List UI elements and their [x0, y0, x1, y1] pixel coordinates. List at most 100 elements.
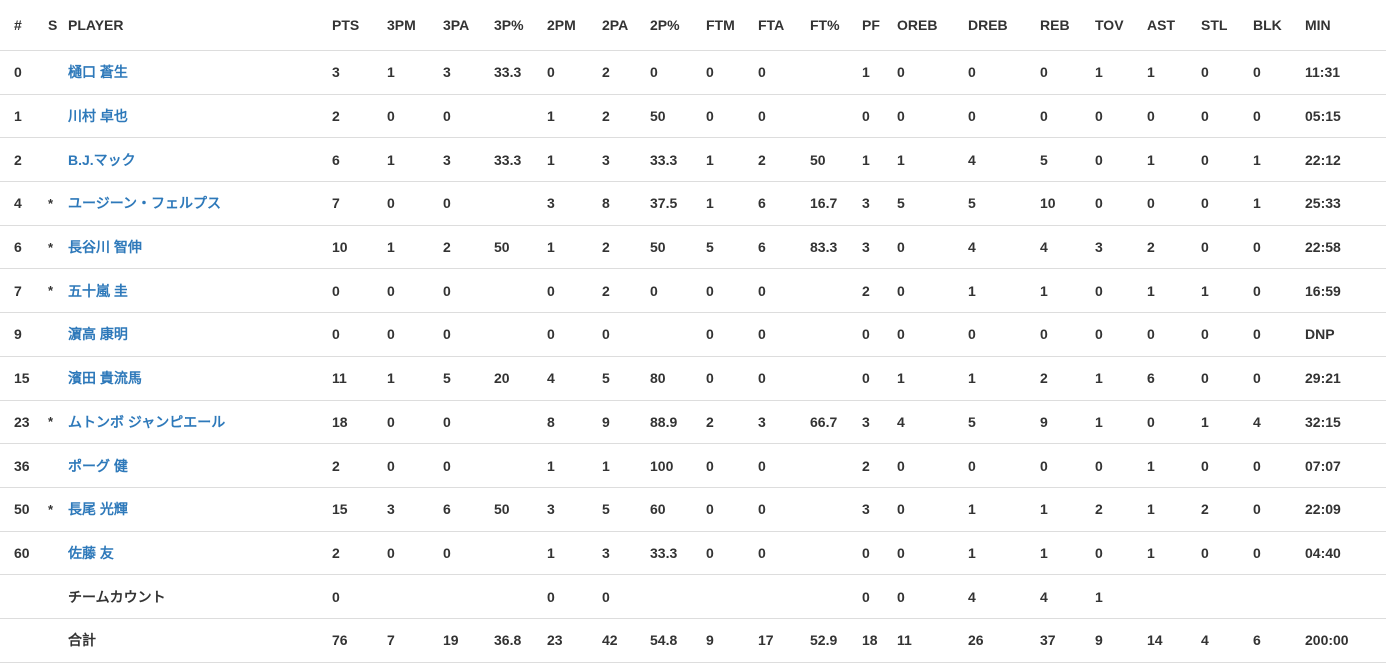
player-name-link[interactable]: 濱田 貴流馬	[68, 370, 142, 387]
cell-pts: 2	[332, 94, 387, 139]
cell-3ppct	[494, 312, 547, 357]
player-name-link[interactable]: ムトンボ ジャンピエール	[68, 413, 226, 430]
cell-ftm: 1	[706, 137, 758, 183]
cell-min: 11:31	[1305, 50, 1386, 95]
cell-tov: 0	[1095, 137, 1147, 183]
cell-stl: 0	[1201, 443, 1253, 488]
cell-starter-flag	[48, 356, 68, 401]
column-header-ftpct: FT%	[810, 0, 862, 51]
player-name-link[interactable]: 長尾 光輝	[68, 501, 128, 518]
player-name-link[interactable]: 樋口 蒼生	[68, 64, 128, 81]
cell-oreb: 0	[897, 312, 968, 357]
cell-stl: 0	[1201, 94, 1253, 139]
cell-blk: 0	[1253, 487, 1305, 532]
cell-2pm: 0	[547, 574, 602, 619]
player-name-link[interactable]: 長谷川 智伸	[68, 239, 142, 256]
cell-ast: 6	[1147, 356, 1201, 401]
player-name-link[interactable]: 川村 卓也	[68, 108, 128, 125]
cell-starter-flag: *	[48, 487, 68, 532]
column-header-2pm: 2PM	[547, 0, 602, 51]
table-row: 9 濵高 康明 0 0 0 0 0 0 0 0 0 0 0 0 0 0 0 DNP	[0, 312, 1386, 357]
cell-jersey-number: 6	[0, 225, 48, 270]
cell-stl: 1	[1201, 268, 1253, 314]
cell-fta	[758, 574, 810, 619]
cell-jersey-number: 15	[0, 356, 48, 401]
cell-3pm: 0	[387, 268, 443, 314]
cell-pf: 3	[862, 400, 897, 445]
cell-2ppct: 50	[650, 225, 706, 270]
cell-player: ユージーン・フェルプス	[68, 181, 332, 226]
cell-3ppct: 36.8	[494, 618, 547, 663]
cell-3pa	[443, 574, 494, 619]
cell-ftpct	[810, 94, 862, 139]
cell-pf: 3	[862, 487, 897, 532]
cell-ftm: 9	[706, 618, 758, 663]
cell-reb: 0	[1040, 50, 1095, 95]
cell-fta: 0	[758, 487, 810, 532]
player-name-link[interactable]: 佐藤 友	[68, 544, 114, 561]
player-name-link[interactable]: B.J.マック	[68, 151, 136, 168]
cell-2pm: 23	[547, 618, 602, 663]
cell-3ppct	[494, 443, 547, 488]
player-name-link[interactable]: 五十嵐 圭	[68, 282, 128, 299]
cell-pf: 2	[862, 268, 897, 314]
cell-3pa: 5	[443, 356, 494, 401]
cell-ast: 1	[1147, 443, 1201, 488]
player-name-link[interactable]: ユージーン・フェルプス	[68, 195, 222, 212]
cell-2pa: 1	[602, 443, 650, 488]
cell-reb: 1	[1040, 531, 1095, 576]
cell-3pa: 0	[443, 94, 494, 139]
cell-fta: 3	[758, 400, 810, 445]
cell-2pa: 42	[602, 618, 650, 663]
cell-min: 04:40	[1305, 531, 1386, 576]
player-name-link[interactable]: ポーグ 健	[68, 457, 128, 474]
cell-ast: 0	[1147, 94, 1201, 139]
cell-3ppct	[494, 268, 547, 314]
cell-2ppct	[650, 574, 706, 619]
cell-jersey-number: 9	[0, 312, 48, 357]
table-row: 7 * 五十嵐 圭 0 0 0 0 2 0 0 0 2 0 1 1 0 1 1 0 16:59	[0, 268, 1386, 314]
cell-2pa: 3	[602, 531, 650, 576]
cell-starter-flag: *	[48, 268, 68, 314]
column-header-3ppct: 3P%	[494, 0, 547, 51]
column-header-s: S	[48, 0, 68, 51]
cell-2ppct: 100	[650, 443, 706, 488]
cell-fta: 0	[758, 312, 810, 357]
cell-fta: 0	[758, 531, 810, 576]
cell-min: 07:07	[1305, 443, 1386, 488]
cell-2pm: 1	[547, 531, 602, 576]
cell-jersey-number: 7	[0, 268, 48, 314]
cell-player: ポーグ 健	[68, 443, 332, 488]
cell-jersey-number: 1	[0, 94, 48, 139]
cell-3pa: 3	[443, 50, 494, 95]
cell-stl: 0	[1201, 50, 1253, 95]
cell-reb: 0	[1040, 94, 1095, 139]
cell-tov: 0	[1095, 443, 1147, 488]
cell-3pm: 1	[387, 50, 443, 95]
cell-ftm: 2	[706, 400, 758, 445]
cell-min: 22:12	[1305, 137, 1386, 183]
column-header-3pa: 3PA	[443, 0, 494, 51]
cell-pf: 0	[862, 356, 897, 401]
column-header-reb: REB	[1040, 0, 1095, 51]
cell-pf: 0	[862, 574, 897, 619]
cell-tov: 1	[1095, 574, 1147, 619]
cell-oreb: 0	[897, 443, 968, 488]
cell-2pa: 5	[602, 356, 650, 401]
cell-2pa: 9	[602, 400, 650, 445]
player-name-link[interactable]: 濵高 康明	[68, 326, 128, 343]
cell-reb: 4	[1040, 574, 1095, 619]
cell-3pm: 1	[387, 137, 443, 183]
cell-oreb: 0	[897, 574, 968, 619]
cell-pf: 3	[862, 181, 897, 226]
cell-2ppct: 54.8	[650, 618, 706, 663]
cell-dreb: 4	[968, 137, 1040, 183]
cell-oreb: 1	[897, 356, 968, 401]
cell-3ppct: 33.3	[494, 50, 547, 95]
cell-pf: 0	[862, 531, 897, 576]
cell-3pm: 0	[387, 181, 443, 226]
cell-2ppct	[650, 312, 706, 357]
cell-ftm: 0	[706, 268, 758, 314]
column-header-min: MIN	[1305, 0, 1386, 51]
cell-dreb: 26	[968, 618, 1040, 663]
